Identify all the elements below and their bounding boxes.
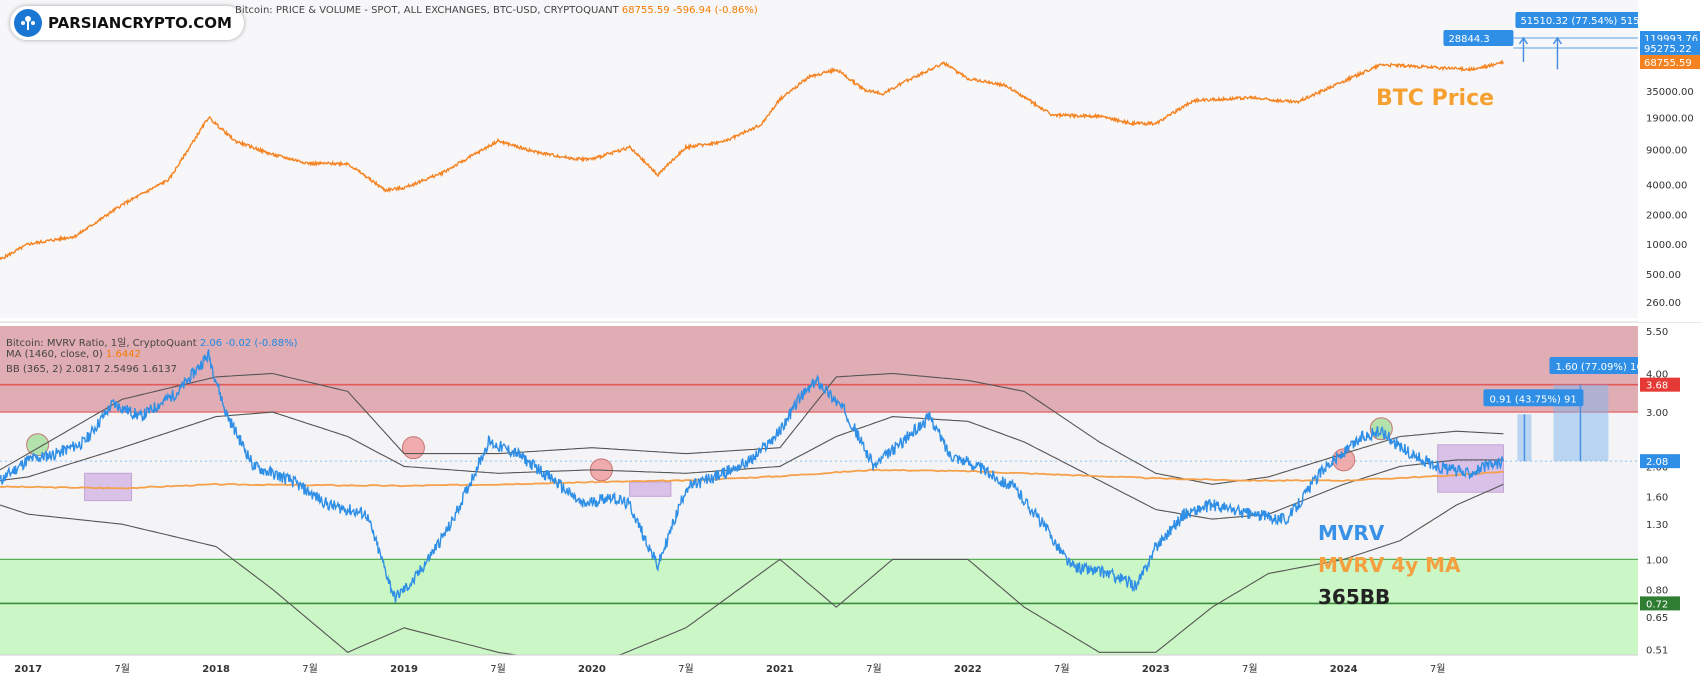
mvrv-y-tick-label: 0.80 (1646, 585, 1668, 596)
price-pane-title: Bitcoin: PRICE & VOLUME - SPOT, ALL EXCH… (235, 5, 619, 16)
price-tag-label: 95275.22 (1644, 44, 1692, 55)
arrow-head (1552, 36, 1563, 45)
bb-title: BB (365, 2) 2.0817 2.5496 1.6137 (6, 364, 178, 375)
measure-tag-text: 51510.32 (77.54%) 5151032 (1520, 16, 1665, 27)
price-y-tick-label: 35000.00 (1646, 87, 1694, 98)
mvrv-y-tick-label: 0.65 (1646, 613, 1668, 624)
mvrv-y-tick-label: 4.00 (1646, 369, 1668, 380)
x-tick-label: 7월 (678, 663, 694, 675)
mvrv-y-tick-label: 1.00 (1646, 555, 1668, 566)
x-tick-label: 2024 (1330, 664, 1358, 675)
price-y-tick-label: 260.00 (1646, 298, 1681, 309)
btc-price-line (0, 59, 1505, 261)
x-axis-background (0, 655, 1702, 690)
mvrv-tag (1640, 596, 1680, 611)
x-tick-label: 7월 (1430, 663, 1446, 675)
x-tick-label: 2021 (766, 664, 794, 675)
price-y-tick-label: 1000.00 (1646, 240, 1687, 251)
price-tag (1640, 54, 1700, 69)
mvrv-y-tick-label: 1.30 (1646, 520, 1668, 531)
price-pane-header: Bitcoin: PRICE & VOLUME - SPOT, ALL EXCH… (235, 5, 758, 16)
bb-lower-band (0, 483, 1504, 656)
mvrv-tag (1640, 454, 1680, 469)
mvrv-ma-label: MVRV 4y MA (1318, 553, 1461, 577)
price-pane-background (0, 0, 1638, 318)
price-tag-label: 119993.76 (1644, 34, 1698, 45)
mvrv-y-tick-label: 3.00 (1646, 408, 1668, 419)
mvrv-pane-header-line2: MA (1460, close, 0) 1.6442 (6, 349, 141, 360)
annotation-layer: 28844.3 51510.32 (77.54%) 5151032 0.91 (43… (1443, 12, 1666, 462)
zone-layer (0, 0, 1702, 655)
mvrv-label: MVRV (1318, 521, 1385, 545)
x-tick-label: 7월 (1242, 663, 1258, 675)
mvrv-y-tick-label: 0.51 (1646, 646, 1668, 657)
bb-upper-band (0, 372, 1504, 485)
mvrv-4y-ma-line (0, 468, 1504, 490)
undervalued-zone (0, 559, 1638, 655)
series-layer (0, 59, 1505, 603)
signal-circle (401, 436, 425, 460)
x-tick-label: 2019 (390, 664, 418, 675)
mvrv-tag-label: 3.68 (1646, 381, 1668, 392)
measure-tag (1515, 12, 1666, 29)
measure-tag-text: 0.91 (43.75%) 91 (1489, 394, 1576, 405)
price-tag-label: 68755.59 (1644, 58, 1692, 69)
mvrv-tag (1640, 377, 1680, 392)
btc-price-label: BTC Price (1376, 86, 1495, 111)
x-tick-label: 7월 (302, 663, 318, 675)
mvrv-pane-header-line1: Bitcoin: MVRV Ratio, 1일, CryptoQuant 2.0… (6, 334, 298, 349)
measure-tag (1549, 356, 1660, 374)
mvrv-y-tick-label: 1.60 (1646, 492, 1668, 503)
mvrv-line (0, 349, 1504, 603)
ma-value: 1.6442 (105, 349, 141, 360)
highlight-box (629, 481, 672, 497)
price-y-tick-label: 4000.00 (1646, 180, 1687, 191)
x-tick-label: 2020 (578, 664, 606, 675)
measure-tag-text: 28844.3 (1448, 34, 1489, 45)
x-tick-label: 2018 (202, 664, 230, 675)
overvalued-zone (0, 326, 1638, 413)
parsiancrypto-logo: PARSIANCRYPTO.COM (10, 6, 244, 40)
measure-tag (1483, 389, 1584, 407)
x-tick-label: 2022 (954, 664, 982, 675)
highlight-box (84, 472, 133, 502)
price-y-tick-label: 9000.00 (1646, 146, 1687, 157)
mvrv-y-tick-label: 5.50 (1646, 327, 1668, 338)
tree-icon (14, 9, 42, 37)
price-y-tick-label: 500.00 (1646, 270, 1681, 281)
price-change: -596.94 (-0.86%) (672, 5, 758, 16)
x-tick-label: 7월 (1054, 663, 1070, 675)
x-tick-label: 7월 (490, 663, 506, 675)
x-tick-label: 7월 (114, 663, 130, 675)
mvrv-tag-label: 2.08 (1646, 457, 1668, 468)
x-tick-label: 2023 (1142, 664, 1170, 675)
ma-title: MA (1460, close, 0) (6, 349, 103, 360)
price-y-tick-label: 19000.00 (1646, 113, 1694, 124)
x-tick-label: 2017 (14, 664, 42, 675)
x-tick-label: 7월 (866, 663, 882, 675)
mvrv-title: Bitcoin: MVRV Ratio, 1일, CryptoQuant (6, 338, 197, 349)
arrow-head (1518, 36, 1529, 45)
mvrv-last-value: 2.06 -0.02 (-0.88%) (199, 338, 298, 349)
price-y-tick-label: 2000.00 (1646, 210, 1687, 221)
measure-tag-text: 1.60 (77.09%) 160 (1555, 362, 1649, 373)
price-tag (1640, 40, 1700, 55)
mvrv-pane-header-line3: BB (365, 2) 2.0817 2.5496 1.6137 (6, 364, 177, 375)
bb-label: 365BB (1318, 585, 1391, 609)
mvrv-tag-label: 0.72 (1646, 599, 1668, 610)
watermark-text: PARSIANCRYPTO.COM (48, 14, 232, 32)
measure-tag (1443, 30, 1514, 47)
price-last-value: 68755.59 (621, 5, 670, 16)
